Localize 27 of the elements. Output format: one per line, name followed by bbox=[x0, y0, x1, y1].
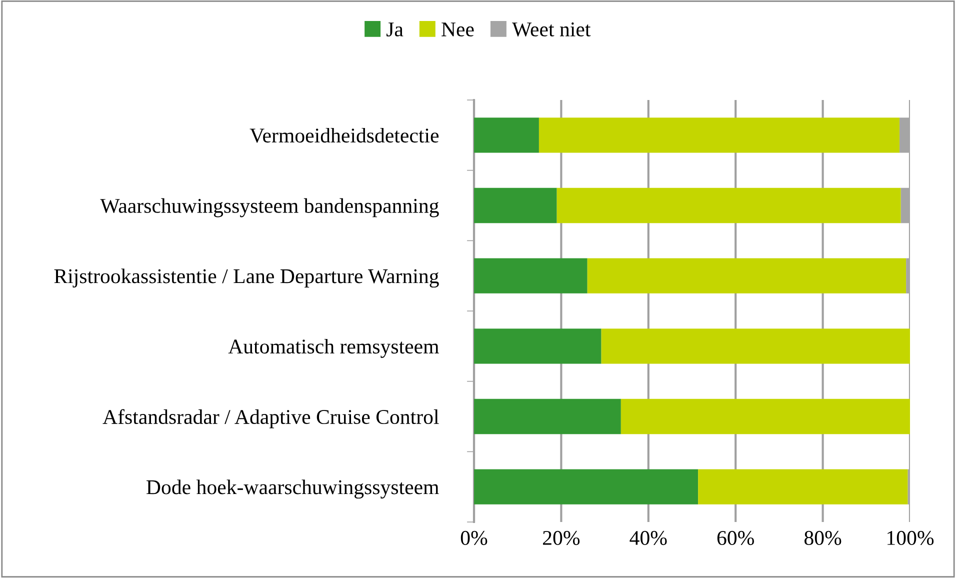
x-tick-label: 0% bbox=[460, 530, 488, 546]
x-tick-label: 40% bbox=[630, 530, 667, 546]
y-tick-label: Waarschuwingssysteem bandenspanning bbox=[100, 198, 439, 218]
bar bbox=[474, 398, 621, 434]
bar bbox=[474, 118, 539, 153]
y-tick-label: Rijstrookassistentie / Lane Departure Warning bbox=[54, 268, 439, 288]
legend-label: Ja bbox=[386, 22, 404, 36]
bar bbox=[474, 469, 698, 504]
legend-label: Weet niet bbox=[512, 22, 591, 37]
x-tick-label: 80% bbox=[804, 530, 842, 546]
bar bbox=[474, 328, 602, 364]
bar bbox=[474, 258, 588, 294]
y-tick-label: Afstandsradar / Adaptive Cruise Control bbox=[102, 409, 439, 428]
y-tick-label: Automatisch remsysteem bbox=[228, 338, 439, 358]
bar bbox=[538, 118, 900, 153]
y-tick-label: Vermoeidheidsdetectie bbox=[250, 128, 439, 143]
bar bbox=[698, 469, 908, 504]
bar bbox=[587, 258, 906, 294]
x-tick-label: 60% bbox=[717, 530, 754, 546]
bar bbox=[620, 398, 910, 434]
bar bbox=[474, 188, 557, 224]
bar bbox=[556, 188, 901, 224]
x-tick-label: 100% bbox=[888, 530, 934, 546]
legend-label: Nee bbox=[442, 22, 474, 36]
y-tick-label: Dode hoek-waarschuwingssysteem bbox=[146, 480, 439, 499]
x-tick-label: 20% bbox=[543, 530, 580, 546]
bar bbox=[601, 328, 910, 364]
